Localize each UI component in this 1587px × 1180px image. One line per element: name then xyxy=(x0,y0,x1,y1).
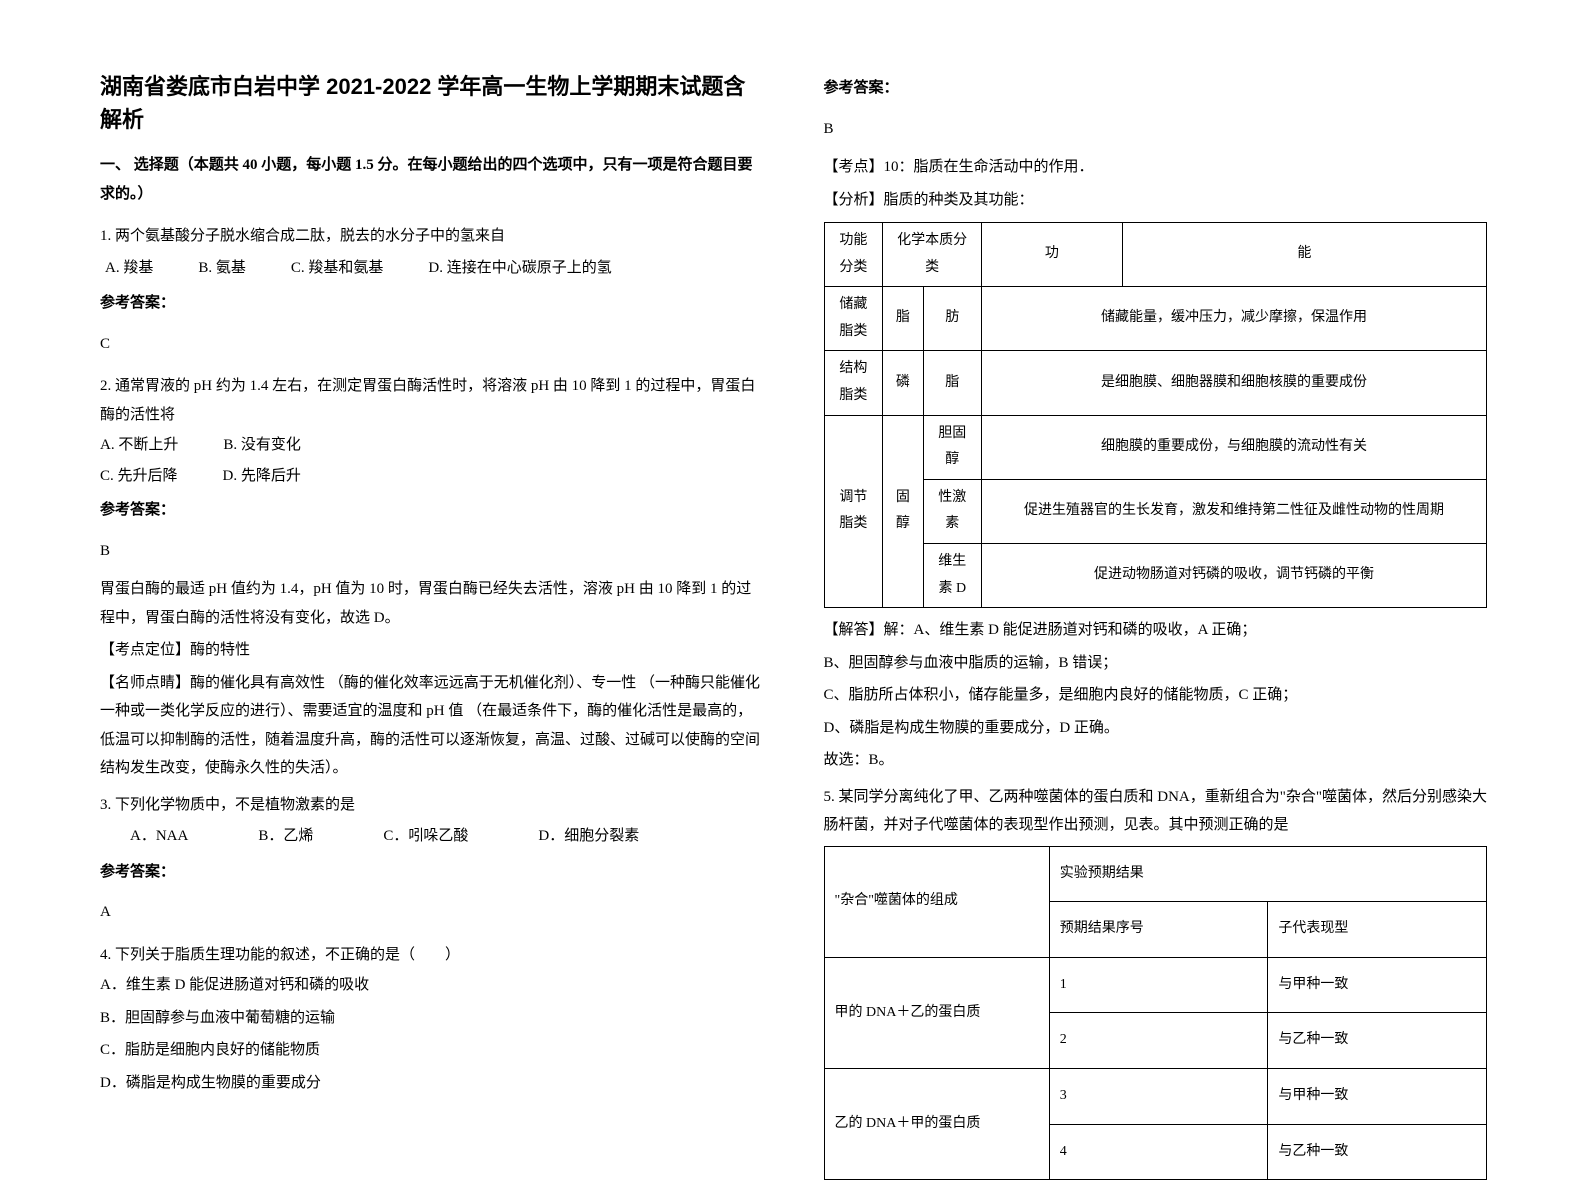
q3-answer: A xyxy=(100,898,764,927)
q4-jdc: C、脂肪所占体积小，储存能量多，是细胞内良好的储能物质，C 正确； xyxy=(824,681,1488,710)
q3-opt-d: D．细胞分裂素 xyxy=(538,822,639,851)
q3-text: 3. 下列化学物质中，不是植物激素的是 xyxy=(100,791,764,820)
q4-gx: 故选：B。 xyxy=(824,746,1488,775)
q5-r2n1: 3 xyxy=(1049,1069,1268,1125)
q2-explain-3: 【名师点睛】酶的催化具有高效性 （酶的催化效率远远高于无机催化剂）、专一性 （一… xyxy=(100,669,764,783)
q4-r1c3: 肪 xyxy=(923,287,982,351)
q5-r1v1: 与甲种一致 xyxy=(1268,957,1487,1013)
q1-ref-label: 参考答案： xyxy=(100,289,764,318)
q4-r2c1: 结构脂类 xyxy=(824,351,883,415)
q1-opt-d: D. 连接在中心碳原子上的氢 xyxy=(428,254,611,283)
q5-th2a: 预期结果序号 xyxy=(1049,902,1268,958)
q4-jdb: B、胆固醇参与血液中脂质的运输，B 错误； xyxy=(824,649,1488,678)
q3-opt-b: B．乙烯 xyxy=(258,822,313,851)
q4-th4: 能 xyxy=(1122,223,1486,287)
q4-r1c1: 储藏脂类 xyxy=(824,287,883,351)
left-column: 湖南省娄底市白岩中学 2021-2022 学年高一生物上学期期末试题含解析 一、… xyxy=(100,70,764,1052)
q2-explain-1: 胃蛋白酶的最适 pH 值约为 1.4，pH 值为 10 时，胃蛋白酶已经失去活性… xyxy=(100,575,764,632)
q3-opt-a: A．NAA xyxy=(130,822,188,851)
q4-answer: B xyxy=(824,115,1488,144)
q5-th2: 实验预期结果 xyxy=(1049,846,1486,902)
q2-text: 2. 通常胃液的 pH 约为 1.4 左右，在测定胃蛋白酶活性时，将溶液 pH … xyxy=(100,372,764,429)
q4-r5c4: 促进动物肠道对钙磷的吸收，调节钙磷的平衡 xyxy=(982,543,1487,607)
q3-ref-label: 参考答案： xyxy=(100,858,764,887)
q2-ref-label: 参考答案： xyxy=(100,496,764,525)
q4-r3c1: 调节脂类 xyxy=(824,415,883,608)
q4-r2c3: 脂 xyxy=(923,351,982,415)
q4-r1c2: 脂 xyxy=(883,287,923,351)
q4-th1: 功能分类 xyxy=(824,223,883,287)
q3-opt-c: C．吲哚乙酸 xyxy=(383,822,468,851)
q5-r1v2: 与乙种一致 xyxy=(1268,1013,1487,1069)
q4-opt-d: D．磷脂是构成生物膜的重要成分 xyxy=(100,1069,764,1098)
q4-kd: 【考点】10：脂质在生命活动中的作用． xyxy=(824,153,1488,182)
q1-opt-b: B. 氨基 xyxy=(198,254,246,283)
q5-th2b: 子代表现型 xyxy=(1268,902,1487,958)
q4-jdd: D、磷脂是构成生物膜的重要成分，D 正确。 xyxy=(824,714,1488,743)
q2-explain-2: 【考点定位】酶的特性 xyxy=(100,636,764,665)
q4-text: 4. 下列关于脂质生理功能的叙述，不正确的是（ ） xyxy=(100,941,764,970)
q4-opt-a: A．维生素 D 能促进肠道对钙和磷的吸收 xyxy=(100,971,764,1000)
q2-opt-d: D. 先降后升 xyxy=(223,462,301,491)
q5-table: "杂合"噬菌体的组成 实验预期结果 预期结果序号 子代表现型 甲的 DNA＋乙的… xyxy=(824,846,1488,1180)
q2-opt-b: B. 没有变化 xyxy=(223,431,301,460)
q4-r2c4: 是细胞膜、细胞器膜和细胞核膜的重要成份 xyxy=(982,351,1487,415)
q1-opt-a: A. 羧基 xyxy=(105,254,153,283)
q4-table: 功能分类 化学本质分类 功 能 储藏脂类 脂 肪 储藏能量，缓冲压力，减少摩擦，… xyxy=(824,222,1488,608)
q2-options: A. 不断上升 B. 没有变化 C. 先升后降 D. 先降后升 xyxy=(100,429,764,492)
q5-r1n1: 1 xyxy=(1049,957,1268,1013)
q4-r5c3: 维生素 D xyxy=(923,543,982,607)
q5-r2n2: 4 xyxy=(1049,1124,1268,1180)
q5-th1: "杂合"噬菌体的组成 xyxy=(824,846,1049,957)
q2-opt-a: A. 不断上升 xyxy=(100,431,178,460)
section-heading: 一、 选择题（本题共 40 小题，每小题 1.5 分。在每小题给出的四个选项中，… xyxy=(100,151,764,208)
q4-r3c4: 细胞膜的重要成份，与细胞膜的流动性有关 xyxy=(982,415,1487,479)
q5-r1n2: 2 xyxy=(1049,1013,1268,1069)
document-title: 湖南省娄底市白岩中学 2021-2022 学年高一生物上学期期末试题含解析 xyxy=(100,70,764,136)
q5-r2: 乙的 DNA＋甲的蛋白质 xyxy=(824,1069,1049,1180)
q4-r3c2: 固醇 xyxy=(883,415,923,608)
q4-r1c4: 储藏能量，缓冲压力，减少摩擦，保温作用 xyxy=(982,287,1487,351)
q1-options: A. 羧基 B. 氨基 C. 羧基和氨基 D. 连接在中心碳原子上的氢 xyxy=(105,254,764,283)
q3-options: A．NAA B．乙烯 C．吲哚乙酸 D．细胞分裂素 xyxy=(130,822,764,851)
q2-opt-c: C. 先升后降 xyxy=(100,462,178,491)
right-column: 参考答案： B 【考点】10：脂质在生命活动中的作用． 【分析】脂质的种类及其功… xyxy=(824,70,1488,1052)
q4-opt-b: B．胆固醇参与血液中葡萄糖的运输 xyxy=(100,1004,764,1033)
q1-text: 1. 两个氨基酸分子脱水缩合成二肽，脱去的水分子中的氢来自 xyxy=(100,222,764,251)
q5-text: 5. 某同学分离纯化了甲、乙两种噬菌体的蛋白质和 DNA，重新组合为"杂合"噬菌… xyxy=(824,783,1488,840)
q4-ref-label: 参考答案： xyxy=(824,74,1488,103)
q4-fx: 【分析】脂质的种类及其功能： xyxy=(824,186,1488,215)
q1-answer: C xyxy=(100,330,764,359)
q1-opt-c: C. 羧基和氨基 xyxy=(291,254,384,283)
q5-r2v1: 与甲种一致 xyxy=(1268,1069,1487,1125)
q5-r1: 甲的 DNA＋乙的蛋白质 xyxy=(824,957,1049,1068)
q5-r2v2: 与乙种一致 xyxy=(1268,1124,1487,1180)
q4-th2: 化学本质分类 xyxy=(883,223,982,287)
q4-r3c3: 胆固醇 xyxy=(923,415,982,479)
q4-r2c2: 磷 xyxy=(883,351,923,415)
q4-th3: 功 xyxy=(982,223,1123,287)
q4-opt-c: C．脂肪是细胞内良好的储能物质 xyxy=(100,1036,764,1065)
q2-answer: B xyxy=(100,537,764,566)
q4-r4c4: 促进生殖器官的生长发育，激发和维持第二性征及雌性动物的性周期 xyxy=(982,479,1487,543)
q4-jda: 【解答】解：A、维生素 D 能促进肠道对钙和磷的吸收，A 正确； xyxy=(824,616,1488,645)
q4-r4c3: 性激素 xyxy=(923,479,982,543)
